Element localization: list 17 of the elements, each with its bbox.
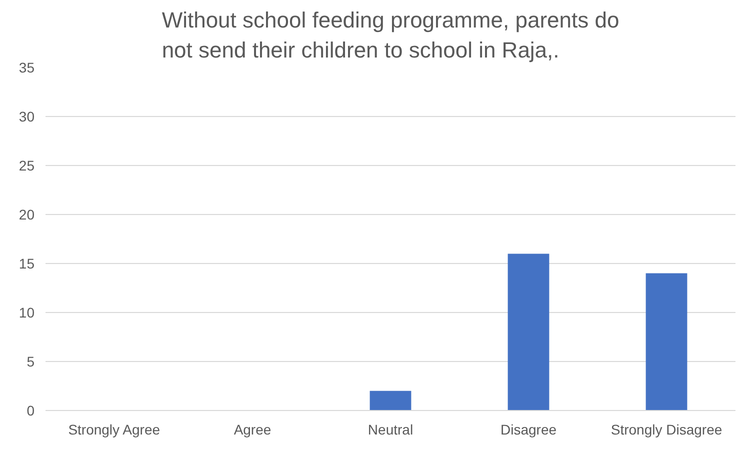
y-tick-label: 5 (26, 354, 35, 370)
bar (508, 254, 550, 410)
chart-title: Without school feeding programme, parents do not send their children to school in Raja,. (162, 8, 620, 62)
y-tick-label: 0 (26, 402, 35, 418)
x-tick-label: Disagree (500, 422, 557, 438)
y-tick-label: 15 (18, 256, 35, 272)
y-tick-label: 25 (18, 158, 35, 174)
y-tick-label: 35 (18, 60, 35, 76)
y-tick-label: 30 (18, 108, 35, 124)
x-tick-label: Neutral (368, 422, 414, 438)
x-tick-label: Strongly Agree (68, 422, 160, 438)
x-tick-label: Strongly Disagree (610, 422, 722, 438)
x-tick-label: Agree (234, 422, 272, 438)
bar (370, 390, 412, 410)
bar (646, 273, 688, 410)
y-tick-label: 20 (18, 206, 35, 222)
y-tick-label: 10 (18, 304, 35, 320)
